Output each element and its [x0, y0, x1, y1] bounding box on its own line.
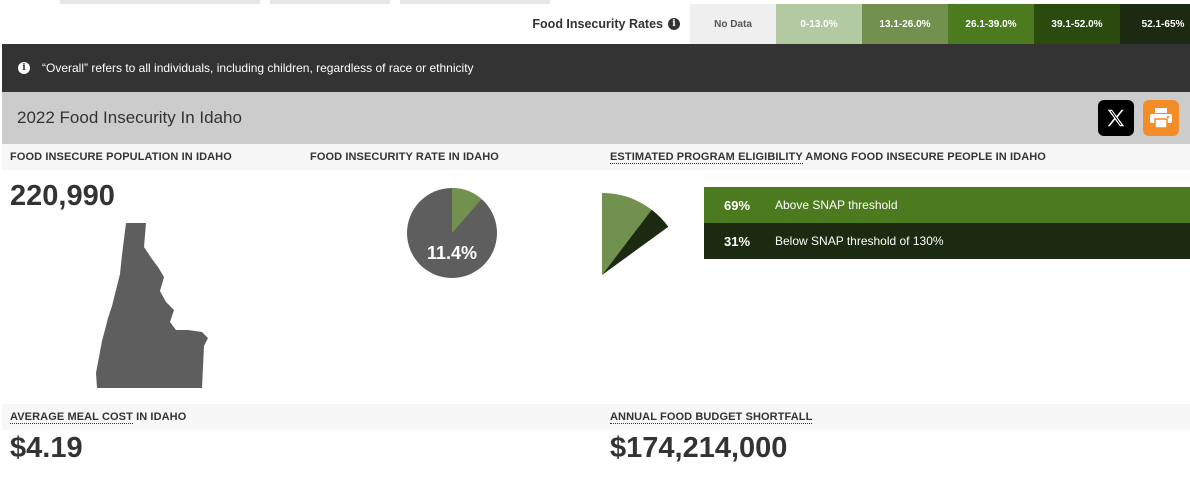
rate-pie-chart: 11.4% — [407, 188, 497, 278]
rate-pie-slice — [452, 188, 482, 233]
meal-cost-value: $4.19 — [10, 432, 83, 464]
printer-icon — [1150, 108, 1172, 129]
page-title: 2022 Food Insecurity In Idaho — [17, 108, 242, 127]
shortfall-link[interactable]: Annual Food Budget Shortfall — [610, 411, 813, 424]
population-value: 220,990 — [10, 180, 115, 212]
legend-cell: 0-13.0% — [776, 4, 862, 44]
legend-title-text: Food Insecurity Rates — [532, 17, 663, 31]
legend-cells: No Data 0-13.0% 13.1-26.0% 26.1-39.0% 39.1-5… — [690, 4, 1190, 44]
banner-text: “Overall” refers to all individuals, inc… — [42, 61, 474, 75]
population-label: Food Insecure Population in Idaho — [10, 151, 232, 163]
print-button[interactable] — [1143, 100, 1179, 136]
map-legend: Food Insecurity Rates i No Data 0-13.0% 13… — [520, 4, 1190, 44]
rate-label: Food Insecurity Rate in Idaho — [310, 151, 499, 163]
stat-labels-row — [2, 144, 1190, 170]
snap-label: Above SNAP threshold — [775, 198, 898, 212]
eligibility-label: Estimated Program Eligibility among Food… — [610, 151, 1046, 164]
snap-label: Below SNAP threshold of 130% — [775, 234, 944, 248]
bottom-labels-row — [2, 404, 1190, 430]
snap-slice-0 — [602, 193, 652, 275]
shortfall-label: Annual Food Budget Shortfall — [610, 411, 813, 424]
map-remnant — [0, 0, 690, 44]
meal-cost-label-rest: in Idaho — [132, 411, 187, 423]
idaho-state-map — [96, 223, 208, 388]
legend-cell: 13.1-26.0% — [862, 4, 948, 44]
map-shape — [60, 0, 260, 4]
share-x-button[interactable] — [1098, 100, 1134, 136]
snap-percent: 31% — [724, 233, 751, 249]
rate-value: 11.4% — [427, 243, 477, 263]
legend-cell: 39.1-52.0% — [1034, 4, 1120, 44]
legend-title: Food Insecurity Rates i — [520, 4, 690, 44]
info-banner: i “Overall” refers to all individuals, i… — [2, 44, 1190, 92]
legend-cell: 26.1-39.0% — [948, 4, 1034, 44]
section-header: 2022 Food Insecurity In Idaho — [2, 92, 1190, 144]
info-icon: i — [18, 62, 30, 74]
map-shape — [400, 0, 550, 4]
shortfall-value: $174,214,000 — [610, 432, 788, 464]
snap-row: 69% Above SNAP threshold — [704, 187, 1190, 223]
eligibility-link[interactable]: Estimated Program Eligibility — [610, 151, 803, 164]
meal-cost-link[interactable]: Average Meal Cost — [10, 411, 133, 424]
meal-cost-label: Average Meal Cost in Idaho — [10, 411, 187, 424]
legend-cell: No Data — [690, 4, 776, 44]
map-shape — [270, 0, 390, 4]
info-icon[interactable]: i — [668, 18, 680, 30]
snap-slice-1 — [602, 209, 669, 275]
snap-eligibility-chart — [602, 193, 669, 275]
snap-row: 31% Below SNAP threshold of 130% — [704, 223, 1190, 259]
snap-percent: 69% — [724, 197, 751, 213]
legend-cell: 52.1-65% — [1120, 4, 1190, 44]
x-logo-icon — [1107, 109, 1125, 127]
eligibility-label-rest: among Food Insecure People in Idaho — [802, 151, 1046, 163]
